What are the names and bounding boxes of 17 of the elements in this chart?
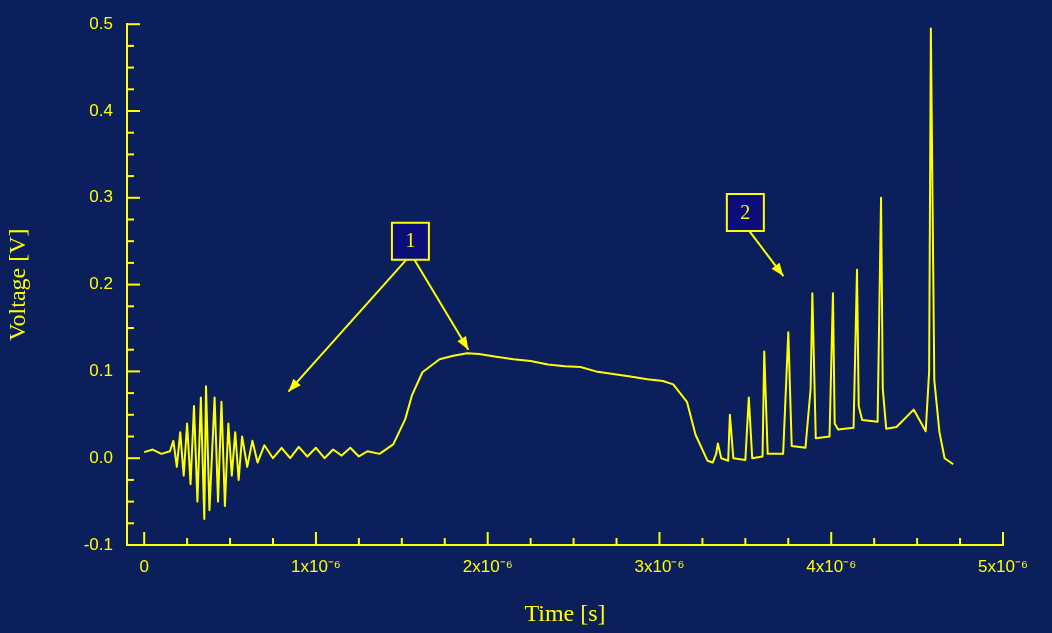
y-tick-label: 0.5: [89, 13, 113, 33]
x-tick-label: 2x10⁻⁶: [462, 556, 513, 576]
x-tick-label: 4x10⁻⁶: [806, 556, 857, 576]
x-tick-label: 5x10⁻⁶: [978, 556, 1028, 576]
y-tick-label: 0.0: [89, 447, 113, 467]
y-tick-label: 0.2: [89, 274, 113, 294]
y-tick-label: 0.4: [89, 100, 113, 120]
y-axis-title: Voltage [V]: [3, 228, 30, 341]
y-tick-label: -0.1: [83, 534, 113, 554]
x-tick-label: 0: [139, 556, 149, 576]
x-tick-label: 3x10⁻⁶: [634, 556, 685, 576]
y-tick-label: 0.1: [89, 361, 113, 381]
x-tick-label: 1x10⁻⁶: [291, 556, 341, 576]
annotation: 2: [740, 200, 751, 223]
annotation: 1: [405, 229, 416, 252]
y-tick-label: 0.3: [89, 187, 113, 207]
x-axis-title: Time [s]: [524, 599, 606, 626]
